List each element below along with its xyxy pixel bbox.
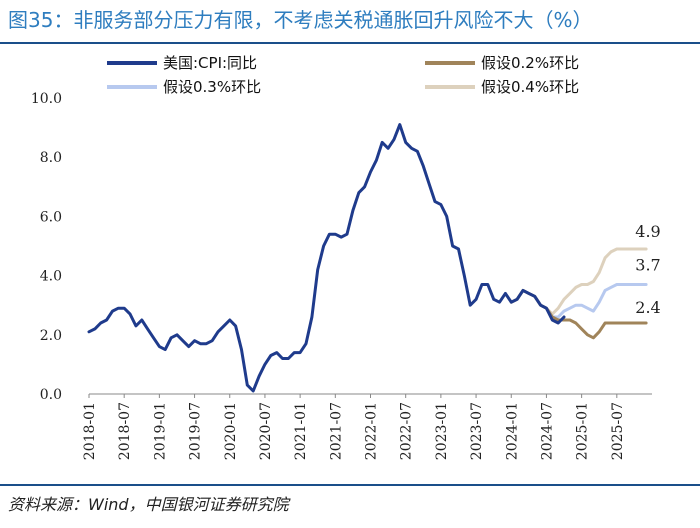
x-tick-label: 2020-07 — [258, 402, 274, 460]
x-axis-ticks: 2018-01 2018-07 2019-01 2019-07 2020-01 2020-… — [82, 394, 626, 460]
x-tick-label: 2023-07 — [469, 402, 485, 460]
x-tick-label: 2024-01 — [504, 402, 520, 460]
y-tick-label: 2.0 — [40, 328, 62, 344]
legend-label: 假设0.2%环比 — [481, 54, 579, 72]
series-line — [509, 288, 648, 340]
x-tick-label: 2019-07 — [188, 402, 204, 460]
legend-label: 假设0.3%环比 — [163, 78, 261, 96]
x-tick-label: 2020-01 — [223, 402, 239, 460]
x-tick-label: 2018-07 — [117, 402, 133, 460]
x-tick-label: 2023-01 — [434, 402, 450, 460]
series-line — [509, 283, 648, 319]
end-value-label: 4.9 — [635, 222, 660, 241]
x-tick-label: 2025-07 — [610, 402, 626, 460]
y-tick-label: 10.0 — [31, 91, 62, 107]
y-tick-label: 8.0 — [40, 150, 62, 166]
y-tick-label: 4.0 — [40, 269, 62, 285]
x-tick-label: 2022-07 — [399, 402, 415, 460]
chart-title: 图35：非服务部分压力有限，不考虑关税通胀回升风险不大（%） — [8, 8, 593, 32]
end-value-label: 3.7 — [635, 255, 660, 274]
end-annotations: 4.9 3.7 2.4 — [635, 222, 660, 317]
y-axis-ticks: 0.0 2.0 4.0 6.0 8.0 10.0 — [31, 91, 62, 403]
y-tick-label: 6.0 — [40, 209, 62, 225]
legend-label: 假设0.4%环比 — [481, 78, 579, 96]
x-tick-label: 2021-07 — [328, 402, 344, 460]
x-tick-label: 2025-01 — [575, 402, 591, 460]
series-line — [87, 123, 566, 393]
title-rule — [0, 42, 700, 44]
source-note: 资料来源：Wind，中国银河证券研究院 — [8, 495, 289, 514]
x-tick-label: 2021-01 — [293, 402, 309, 460]
x-tick-label: 2018-01 — [82, 402, 98, 460]
legend-label: 美国:CPI:同比 — [163, 54, 257, 72]
x-tick-label: 2022-01 — [364, 402, 380, 460]
end-value-label: 2.4 — [635, 298, 660, 317]
x-tick-label: 2024-07 — [539, 402, 555, 460]
series-lines — [87, 123, 648, 393]
source-rule — [0, 484, 700, 486]
y-tick-label: 0.0 — [40, 387, 62, 403]
x-tick-label: 2019-01 — [152, 402, 168, 460]
